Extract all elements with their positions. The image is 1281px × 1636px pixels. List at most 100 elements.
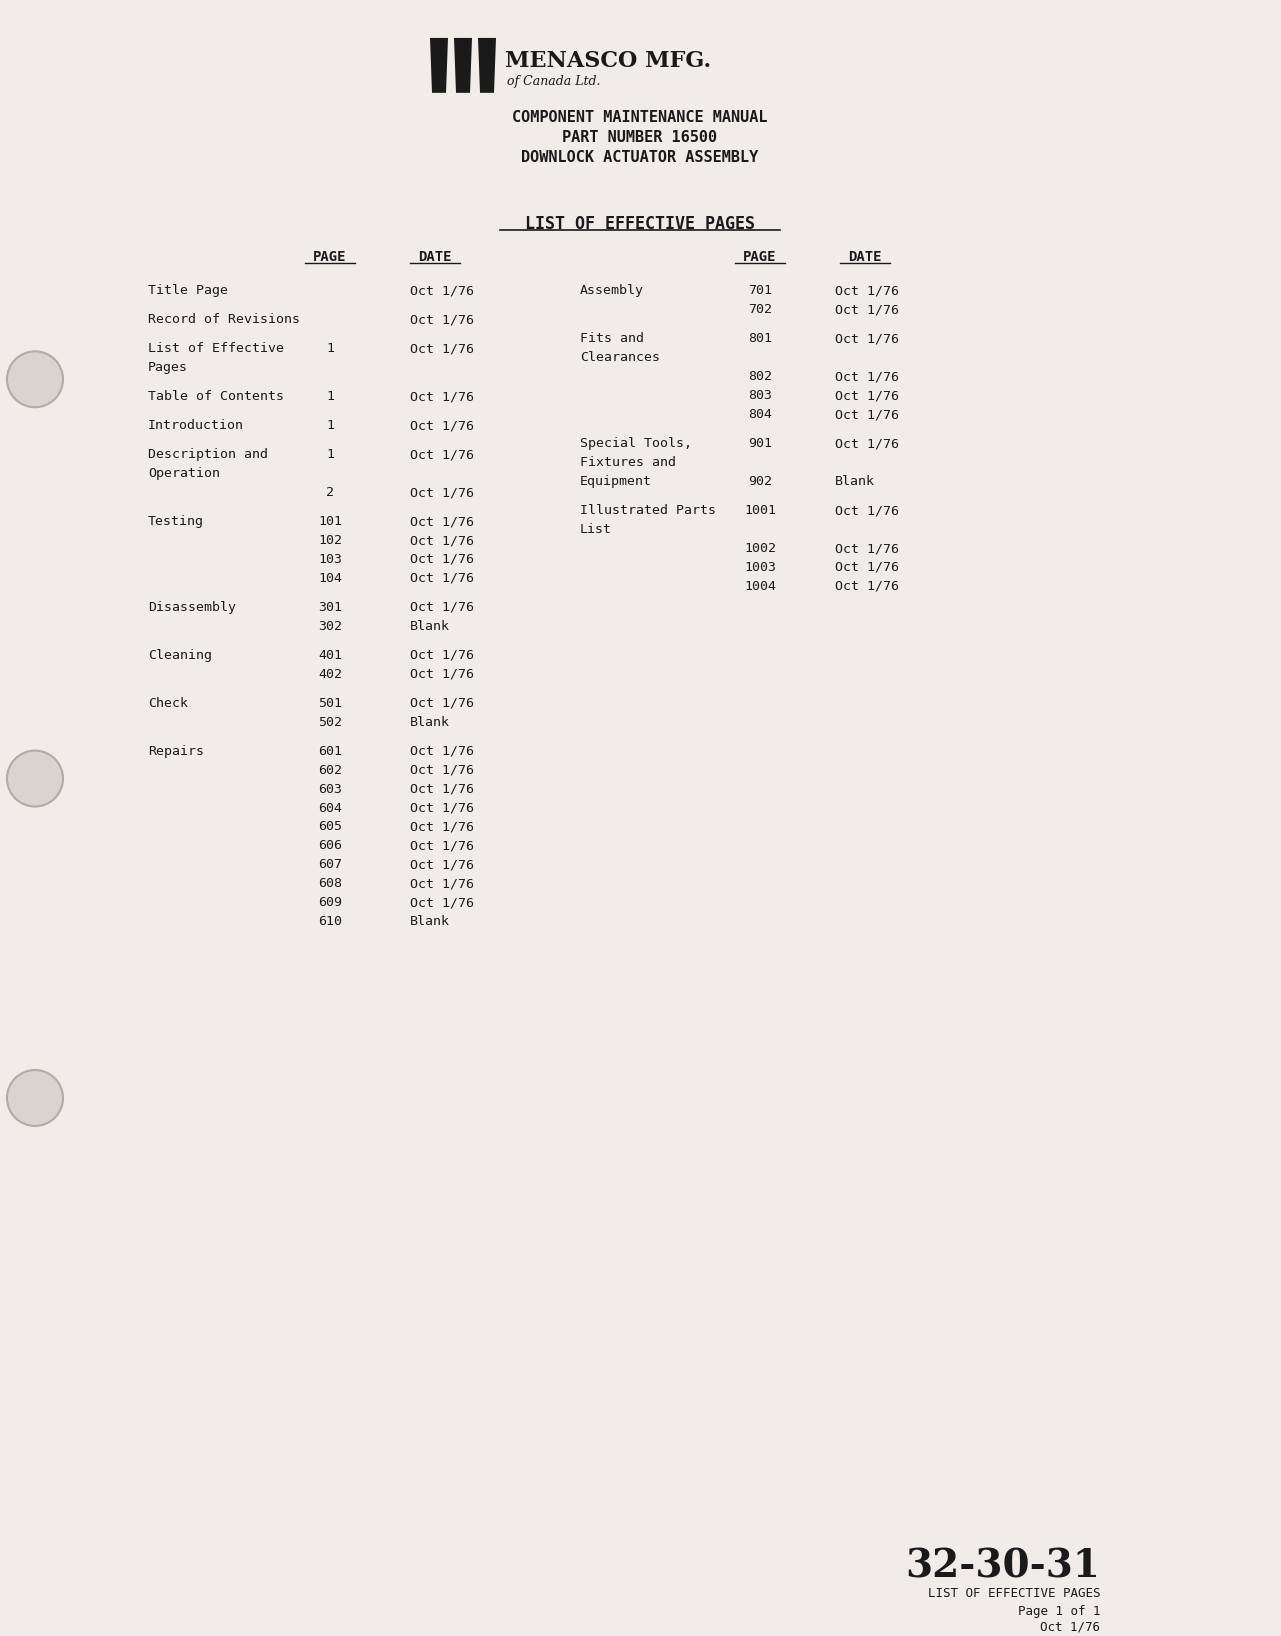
Text: List: List bbox=[580, 524, 612, 537]
Text: 104: 104 bbox=[318, 573, 342, 586]
Text: Oct 1/76: Oct 1/76 bbox=[410, 515, 474, 528]
Text: Oct 1/76: Oct 1/76 bbox=[410, 573, 474, 586]
Text: Oct 1/76: Oct 1/76 bbox=[410, 649, 474, 663]
Text: 302: 302 bbox=[318, 620, 342, 633]
Text: Oct 1/76: Oct 1/76 bbox=[410, 697, 474, 710]
Text: 501: 501 bbox=[318, 697, 342, 710]
Text: 608: 608 bbox=[318, 877, 342, 890]
Text: Oct 1/76: Oct 1/76 bbox=[410, 486, 474, 499]
Text: Pages: Pages bbox=[149, 362, 188, 375]
Text: Table of Contents: Table of Contents bbox=[149, 391, 284, 404]
Polygon shape bbox=[453, 38, 471, 93]
Text: 607: 607 bbox=[318, 859, 342, 872]
Text: 301: 301 bbox=[318, 600, 342, 614]
Text: Oct 1/76: Oct 1/76 bbox=[835, 409, 899, 420]
Text: Testing: Testing bbox=[149, 515, 204, 528]
Text: Oct 1/76: Oct 1/76 bbox=[835, 389, 899, 402]
Text: Oct 1/76: Oct 1/76 bbox=[835, 303, 899, 316]
Text: Oct 1/76: Oct 1/76 bbox=[835, 332, 899, 345]
Text: Description and: Description and bbox=[149, 448, 268, 461]
Text: Blank: Blank bbox=[410, 620, 450, 633]
Text: 601: 601 bbox=[318, 744, 342, 757]
Text: 102: 102 bbox=[318, 533, 342, 546]
Text: Clearances: Clearances bbox=[580, 352, 660, 365]
Text: List of Effective: List of Effective bbox=[149, 342, 284, 355]
Text: 1002: 1002 bbox=[744, 542, 776, 555]
Text: Oct 1/76: Oct 1/76 bbox=[410, 285, 474, 298]
Text: Check: Check bbox=[149, 697, 188, 710]
Text: 1004: 1004 bbox=[744, 579, 776, 592]
Text: Oct 1/76: Oct 1/76 bbox=[410, 342, 474, 355]
Text: Oct 1/76: Oct 1/76 bbox=[835, 579, 899, 592]
Text: DATE: DATE bbox=[848, 250, 881, 263]
Text: Oct 1/76: Oct 1/76 bbox=[410, 859, 474, 872]
Text: Fits and: Fits and bbox=[580, 332, 644, 345]
Text: Oct 1/76: Oct 1/76 bbox=[410, 448, 474, 461]
Text: Oct 1/76: Oct 1/76 bbox=[410, 391, 474, 404]
Text: 402: 402 bbox=[318, 667, 342, 681]
Text: LIST OF EFFECTIVE PAGES: LIST OF EFFECTIVE PAGES bbox=[525, 214, 755, 232]
Text: 603: 603 bbox=[318, 782, 342, 795]
Circle shape bbox=[6, 1070, 63, 1126]
Text: DOWNLOCK ACTUATOR ASSEMBLY: DOWNLOCK ACTUATOR ASSEMBLY bbox=[521, 151, 758, 165]
Text: Assembly: Assembly bbox=[580, 285, 644, 298]
Text: Operation: Operation bbox=[149, 468, 220, 479]
Text: 401: 401 bbox=[318, 649, 342, 663]
Text: 701: 701 bbox=[748, 285, 772, 298]
Text: Repairs: Repairs bbox=[149, 744, 204, 757]
Text: of Canada Ltd.: of Canada Ltd. bbox=[507, 75, 601, 88]
Text: LIST OF EFFECTIVE PAGES: LIST OF EFFECTIVE PAGES bbox=[927, 1587, 1100, 1600]
Text: 1003: 1003 bbox=[744, 561, 776, 574]
Circle shape bbox=[6, 352, 63, 407]
Text: 901: 901 bbox=[748, 437, 772, 450]
Text: Oct 1/76: Oct 1/76 bbox=[410, 802, 474, 815]
Text: Oct 1/76: Oct 1/76 bbox=[835, 370, 899, 383]
Text: Oct 1/76: Oct 1/76 bbox=[410, 821, 474, 833]
Text: 803: 803 bbox=[748, 389, 772, 402]
Text: 604: 604 bbox=[318, 802, 342, 815]
Text: Oct 1/76: Oct 1/76 bbox=[410, 600, 474, 614]
Text: 1: 1 bbox=[325, 342, 334, 355]
Text: Oct 1/76: Oct 1/76 bbox=[410, 877, 474, 890]
Text: Equipment: Equipment bbox=[580, 474, 652, 488]
Text: Oct 1/76: Oct 1/76 bbox=[410, 839, 474, 852]
Text: Illustrated Parts: Illustrated Parts bbox=[580, 504, 716, 517]
Text: 609: 609 bbox=[318, 897, 342, 910]
Circle shape bbox=[6, 751, 63, 807]
Text: Fixtures and: Fixtures and bbox=[580, 456, 676, 470]
Text: Oct 1/76: Oct 1/76 bbox=[410, 533, 474, 546]
Text: 605: 605 bbox=[318, 821, 342, 833]
Text: Oct 1/76: Oct 1/76 bbox=[410, 782, 474, 795]
Text: Oct 1/76: Oct 1/76 bbox=[835, 504, 899, 517]
Text: 702: 702 bbox=[748, 303, 772, 316]
Text: Blank: Blank bbox=[410, 915, 450, 928]
Text: PAGE: PAGE bbox=[743, 250, 776, 263]
Text: 902: 902 bbox=[748, 474, 772, 488]
Text: Oct 1/76: Oct 1/76 bbox=[410, 667, 474, 681]
Text: PAGE: PAGE bbox=[314, 250, 347, 263]
Text: 801: 801 bbox=[748, 332, 772, 345]
Text: Cleaning: Cleaning bbox=[149, 649, 211, 663]
Text: PART NUMBER 16500: PART NUMBER 16500 bbox=[562, 129, 717, 144]
Text: COMPONENT MAINTENANCE MANUAL: COMPONENT MAINTENANCE MANUAL bbox=[512, 110, 767, 124]
Text: 610: 610 bbox=[318, 915, 342, 928]
Text: Page 1 of 1: Page 1 of 1 bbox=[1017, 1605, 1100, 1618]
Text: Oct 1/76: Oct 1/76 bbox=[410, 553, 474, 566]
Polygon shape bbox=[478, 38, 496, 93]
Text: Introduction: Introduction bbox=[149, 419, 243, 432]
Polygon shape bbox=[430, 38, 448, 93]
Text: Oct 1/76: Oct 1/76 bbox=[835, 561, 899, 574]
Text: Record of Revisions: Record of Revisions bbox=[149, 314, 300, 327]
Text: 1: 1 bbox=[325, 448, 334, 461]
Text: Oct 1/76: Oct 1/76 bbox=[1040, 1620, 1100, 1633]
Text: Title Page: Title Page bbox=[149, 285, 228, 298]
Text: MENASCO MFG.: MENASCO MFG. bbox=[505, 51, 711, 72]
Text: Oct 1/76: Oct 1/76 bbox=[410, 897, 474, 910]
Text: 101: 101 bbox=[318, 515, 342, 528]
Text: Blank: Blank bbox=[835, 474, 875, 488]
Text: Oct 1/76: Oct 1/76 bbox=[835, 437, 899, 450]
Text: 1001: 1001 bbox=[744, 504, 776, 517]
Text: 804: 804 bbox=[748, 409, 772, 420]
Text: Oct 1/76: Oct 1/76 bbox=[835, 285, 899, 298]
Text: Special Tools,: Special Tools, bbox=[580, 437, 692, 450]
